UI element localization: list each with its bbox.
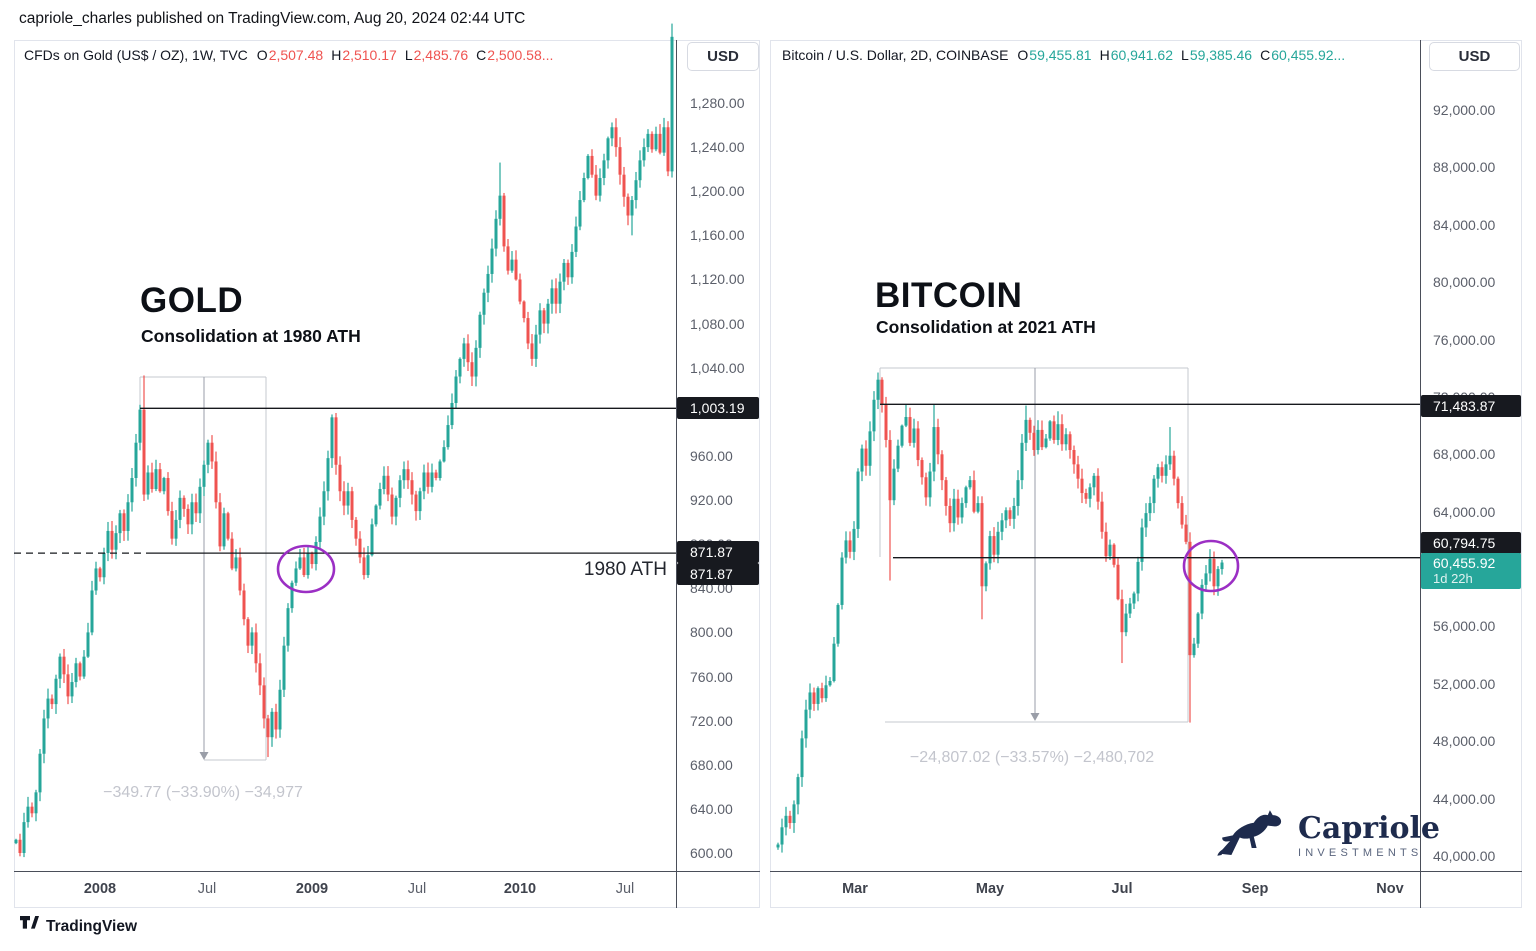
gold-title: GOLD xyxy=(140,281,244,320)
bitcoin-ohlc-O: O 59,455.81 xyxy=(1017,47,1092,63)
bitcoin-symbol-label: Bitcoin / U.S. Dollar, 2D, COINBASE xyxy=(782,47,1009,63)
capriole-investments-label: INVESTMENTS xyxy=(1298,847,1423,859)
bitcoin-axis-tick: 80,000.00 xyxy=(1433,274,1496,291)
bitcoin-axis-tick: 84,000.00 xyxy=(1433,216,1496,233)
gold-axis-tick: 1,080.00 xyxy=(690,315,745,332)
capriole-horse-icon xyxy=(1216,810,1286,863)
bitcoin-axis-separator xyxy=(1420,40,1421,908)
bitcoin-currency-button[interactable]: USD xyxy=(1429,42,1520,71)
bitcoin-chart-pane xyxy=(770,40,1522,908)
gold-ohlc-C: C 2,500.58... xyxy=(476,47,554,63)
bitcoin-axis-tick: 68,000.00 xyxy=(1433,446,1496,463)
bitcoin-axis-tick: 76,000.00 xyxy=(1433,331,1496,348)
bitcoin-axis-tick: 48,000.00 xyxy=(1433,733,1496,750)
bitcoin-time-label: Jul xyxy=(1111,881,1133,897)
bitcoin-time-label: May xyxy=(975,881,1005,897)
gold-axis-tick: 1,040.00 xyxy=(690,359,745,376)
gold-ohlc-L: L 2,485.76 xyxy=(404,47,469,63)
gold-ohlc-O: O 2,507.48 xyxy=(256,47,324,63)
tradingview-logo[interactable]: TradingView xyxy=(20,916,137,938)
gold-ath-label: 1980 ATH xyxy=(583,559,667,580)
gold-time-label: Jul xyxy=(197,881,217,897)
capriole-logo: Capriole INVESTMENTS xyxy=(1216,810,1440,863)
gold-axis-tick: 600.00 xyxy=(690,845,733,861)
bitcoin-axis-tick: 64,000.00 xyxy=(1433,503,1496,520)
gold-axis-tick: 720.00 xyxy=(690,712,733,729)
bitcoin-header: Bitcoin / U.S. Dollar, 2D, COINBASE O 59,… xyxy=(782,47,1345,63)
gold-price-tag: 871.87 xyxy=(677,563,759,585)
gold-measure-label: −349.77 (−33.90%) −34,977 xyxy=(103,784,303,801)
bitcoin-last-price-tag: 60,455.92 1d 22h xyxy=(1421,553,1521,589)
bitcoin-price-tag: 71,483.87 xyxy=(1421,395,1521,417)
capriole-name: Capriole xyxy=(1298,811,1440,846)
gold-axis-tick: 760.00 xyxy=(690,668,733,685)
bitcoin-time-label: Sep xyxy=(1241,881,1269,897)
bitcoin-time-label: Mar xyxy=(842,881,868,897)
gold-subtitle: Consolidation at 1980 ATH xyxy=(141,326,361,346)
gold-header: CFDs on Gold (US$ / OZ), 1W, TVC O 2,507.… xyxy=(24,47,553,63)
gold-ohlc-H: H 2,510.17 xyxy=(331,47,397,63)
bitcoin-measure-label: −24,807.02 (−33.57%) −2,480,702 xyxy=(909,749,1155,766)
gold-axis-tick: 1,240.00 xyxy=(690,139,745,156)
bitcoin-ohlc-L: L 59,385.46 xyxy=(1181,47,1253,63)
attribution-text: capriole_charles published on TradingVie… xyxy=(19,10,526,27)
gold-axis-separator xyxy=(676,40,677,908)
gold-time-label: Jul xyxy=(615,881,635,897)
gold-time-label: 2009 xyxy=(295,881,329,897)
gold-time-label: 2008 xyxy=(83,881,117,897)
gold-axis-tick: 1,200.00 xyxy=(690,183,745,200)
bitcoin-axis-tick: 56,000.00 xyxy=(1433,618,1496,635)
bitcoin-axis-tick: 40,000.00 xyxy=(1433,848,1496,864)
tradingview-label: TradingView xyxy=(46,918,138,935)
bitcoin-price-tag: 60,794.75 xyxy=(1421,532,1521,554)
gold-axis-tick: 680.00 xyxy=(690,756,733,773)
gold-time-label: 2010 xyxy=(503,881,537,897)
tradingview-icon xyxy=(20,916,39,938)
gold-time-separator xyxy=(14,871,760,872)
bitcoin-subtitle: Consolidation at 2021 ATH xyxy=(876,317,1096,337)
gold-axis-tick: 1,160.00 xyxy=(690,227,745,244)
bitcoin-title: BITCOIN xyxy=(875,276,1023,315)
gold-price-tag: 1,003.19 xyxy=(677,397,759,419)
gold-axis-tick: 1,280.00 xyxy=(690,95,745,111)
bitcoin-axis-tick: 52,000.00 xyxy=(1433,675,1496,692)
bitcoin-ohlc-C: C 60,455.92... xyxy=(1260,47,1346,63)
gold-ohlc-values: O 2,507.48 H 2,510.17 L 2,485.76 C 2,500.58... xyxy=(257,47,554,63)
bitcoin-time-label: Nov xyxy=(1376,881,1404,897)
gold-axis-tick: 800.00 xyxy=(690,624,733,641)
bitcoin-axis-tick: 44,000.00 xyxy=(1433,790,1496,807)
gold-axis-tick: 1,120.00 xyxy=(690,271,745,288)
gold-chart-pane xyxy=(14,40,760,908)
gold-price-tag: 871.87 xyxy=(677,541,759,563)
gold-currency-button[interactable]: USD xyxy=(687,42,759,71)
bitcoin-ohlc-H: H 60,941.62 xyxy=(1099,47,1174,63)
gold-axis-tick: 960.00 xyxy=(690,447,733,464)
bitcoin-time-separator xyxy=(770,871,1522,872)
bitcoin-axis-tick: 88,000.00 xyxy=(1433,159,1496,176)
bitcoin-ohlc-values: O 59,455.81 H 60,941.62 L 59,385.46 C 60,455.92… xyxy=(1017,47,1345,63)
gold-axis-tick: 920.00 xyxy=(690,492,733,509)
gold-symbol-label: CFDs on Gold (US$ / OZ), 1W, TVC xyxy=(24,47,248,63)
gold-time-label: Jul xyxy=(407,881,427,897)
gold-axis-tick: 640.00 xyxy=(690,800,733,817)
bitcoin-axis-tick: 92,000.00 xyxy=(1433,102,1496,118)
